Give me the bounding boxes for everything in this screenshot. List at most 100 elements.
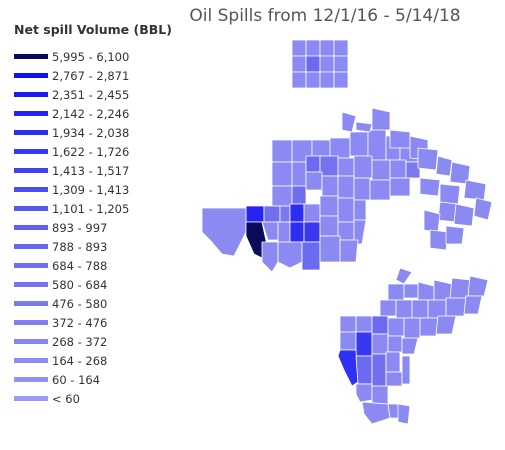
legend-swatch <box>14 225 48 230</box>
county <box>319 215 339 237</box>
county <box>353 177 371 201</box>
legend-label: 1,622 - 1,726 <box>52 144 130 159</box>
county <box>339 315 357 333</box>
county <box>271 139 293 163</box>
county <box>319 55 335 73</box>
county <box>371 333 389 355</box>
county <box>453 203 475 227</box>
county <box>473 197 493 221</box>
region-northeast <box>341 107 493 251</box>
county <box>291 71 307 89</box>
county <box>337 157 355 177</box>
county <box>321 175 339 197</box>
region-north-block <box>291 39 349 89</box>
legend-item: 580 - 684 <box>14 275 184 294</box>
legend-swatch <box>14 396 48 401</box>
county <box>417 147 439 171</box>
legend-label: 1,101 - 1,205 <box>52 201 130 216</box>
legend-label: 2,142 - 2,246 <box>52 106 130 121</box>
legend-label: 580 - 684 <box>52 277 108 292</box>
legend-label: 60 - 164 <box>52 372 101 387</box>
county <box>419 177 441 197</box>
county <box>355 121 373 133</box>
legend-label: 268 - 372 <box>52 334 108 349</box>
county <box>319 155 339 177</box>
legend-swatch <box>14 301 48 306</box>
legend-label: 684 - 788 <box>52 258 108 273</box>
county <box>319 235 341 263</box>
legend-item: 60 - 164 <box>14 370 184 389</box>
legend-item: 268 - 372 <box>14 332 184 351</box>
county <box>435 155 453 177</box>
county <box>369 179 391 201</box>
legend-label: 164 - 268 <box>52 353 108 368</box>
county <box>263 205 281 223</box>
county <box>319 39 335 57</box>
legend-title: Net spill Volume (BBL) <box>14 22 172 37</box>
county <box>305 55 321 73</box>
county <box>355 383 373 403</box>
county <box>411 299 429 319</box>
county <box>433 279 453 301</box>
legend-item: 1,934 - 2,038 <box>14 123 184 142</box>
legend-label: 1,934 - 2,038 <box>52 125 130 140</box>
county <box>311 139 331 157</box>
county <box>333 55 349 73</box>
county <box>333 39 349 57</box>
region-central <box>201 129 421 273</box>
county <box>387 317 405 337</box>
county <box>245 205 265 223</box>
legend-label: 372 - 476 <box>52 315 108 330</box>
county <box>349 131 369 157</box>
legend-item: 788 - 893 <box>14 237 184 256</box>
county <box>355 355 373 385</box>
county <box>379 299 397 317</box>
county <box>385 351 401 373</box>
legend-label: 2,767 - 2,871 <box>52 68 130 83</box>
legend-swatch <box>14 263 48 268</box>
county <box>271 185 293 207</box>
county <box>339 239 359 263</box>
county <box>385 371 403 387</box>
county <box>387 335 403 353</box>
county <box>389 159 407 179</box>
county <box>467 275 489 297</box>
legend-item: 1,101 - 1,205 <box>14 199 184 218</box>
legend-swatch <box>14 168 48 173</box>
county <box>445 225 465 245</box>
county <box>201 207 247 257</box>
county <box>333 71 349 89</box>
county <box>435 315 457 335</box>
county <box>305 39 321 57</box>
legend-swatch <box>14 282 48 287</box>
county <box>291 39 307 57</box>
county <box>291 161 307 187</box>
legend-item: < 60 <box>14 389 184 408</box>
county <box>355 315 373 333</box>
county <box>395 267 413 285</box>
county <box>371 159 391 181</box>
county <box>439 183 461 205</box>
county <box>401 355 411 385</box>
legend-label: 1,309 - 1,413 <box>52 182 130 197</box>
legend-swatch <box>14 54 48 59</box>
county <box>319 71 335 89</box>
county <box>371 315 389 335</box>
legend-item: 893 - 997 <box>14 218 184 237</box>
county <box>341 111 357 133</box>
county <box>301 241 321 271</box>
legend-label: 2,351 - 2,455 <box>52 87 130 102</box>
legend-item: 5,995 - 6,100 <box>14 47 184 66</box>
legend-swatch <box>14 130 48 135</box>
county <box>337 197 355 223</box>
county <box>463 179 487 201</box>
county <box>445 297 467 317</box>
county <box>389 129 411 149</box>
county <box>371 107 391 131</box>
county <box>353 155 373 179</box>
county <box>401 337 419 355</box>
legend-swatch <box>14 377 48 382</box>
county <box>353 199 367 221</box>
legend-swatch <box>14 187 48 192</box>
county <box>303 221 321 243</box>
